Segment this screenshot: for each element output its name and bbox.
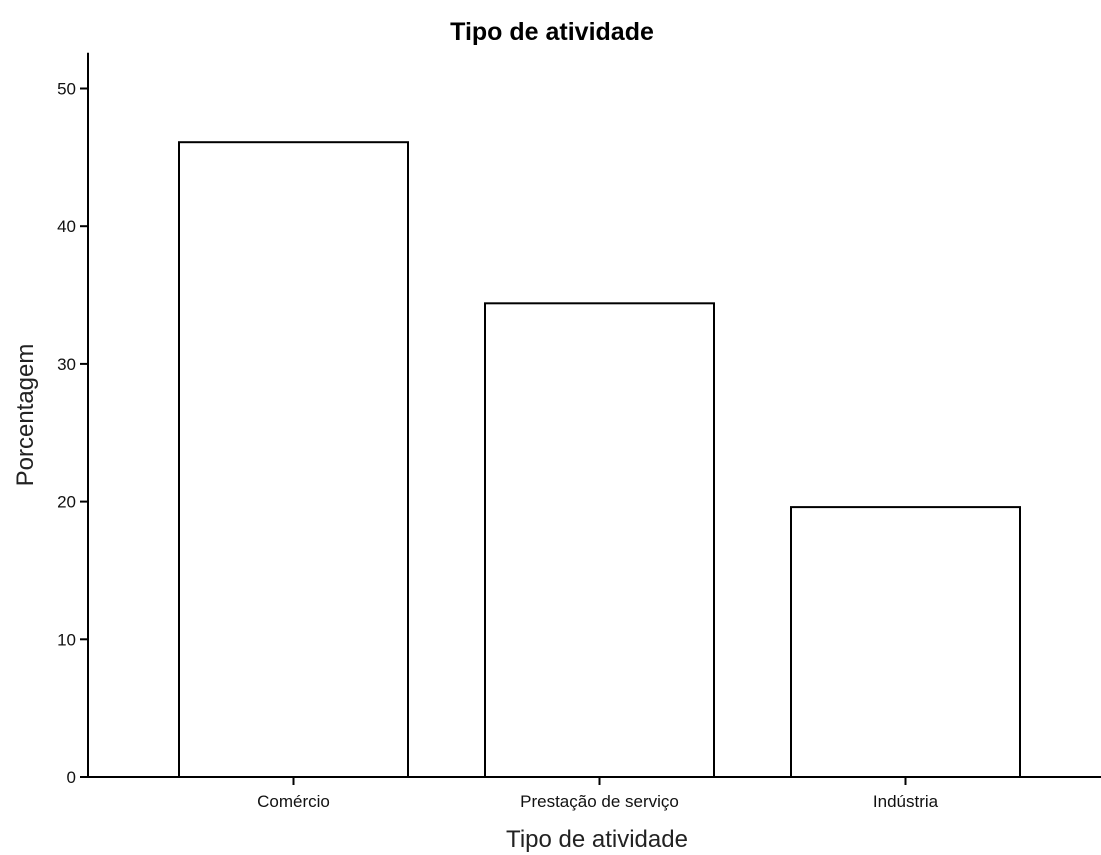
bar xyxy=(484,302,715,778)
x-tick-label: Prestação de serviço xyxy=(520,792,679,811)
y-axis-ticks: 0 10 20 30 40 50 xyxy=(57,80,88,787)
y-tick-label: 30 xyxy=(57,355,76,374)
x-axis-label: Tipo de atividade xyxy=(506,826,688,853)
y-tick-label: 20 xyxy=(57,493,76,512)
y-axis-label: Porcentagem xyxy=(12,344,39,487)
y-tick-label: 50 xyxy=(57,80,76,99)
chart-title: Tipo de atividade xyxy=(450,18,654,46)
y-tick-label: 0 xyxy=(67,768,76,787)
y-tick-label: 40 xyxy=(57,217,76,236)
x-tick-label: Indústria xyxy=(873,792,939,811)
x-axis-ticks: Comércio Prestação de serviço Indústria xyxy=(257,777,939,811)
bars-group xyxy=(178,141,1021,778)
bar xyxy=(178,141,409,778)
y-tick-label: 10 xyxy=(57,630,76,649)
x-tick-label: Comércio xyxy=(257,792,330,811)
bar xyxy=(790,506,1021,778)
